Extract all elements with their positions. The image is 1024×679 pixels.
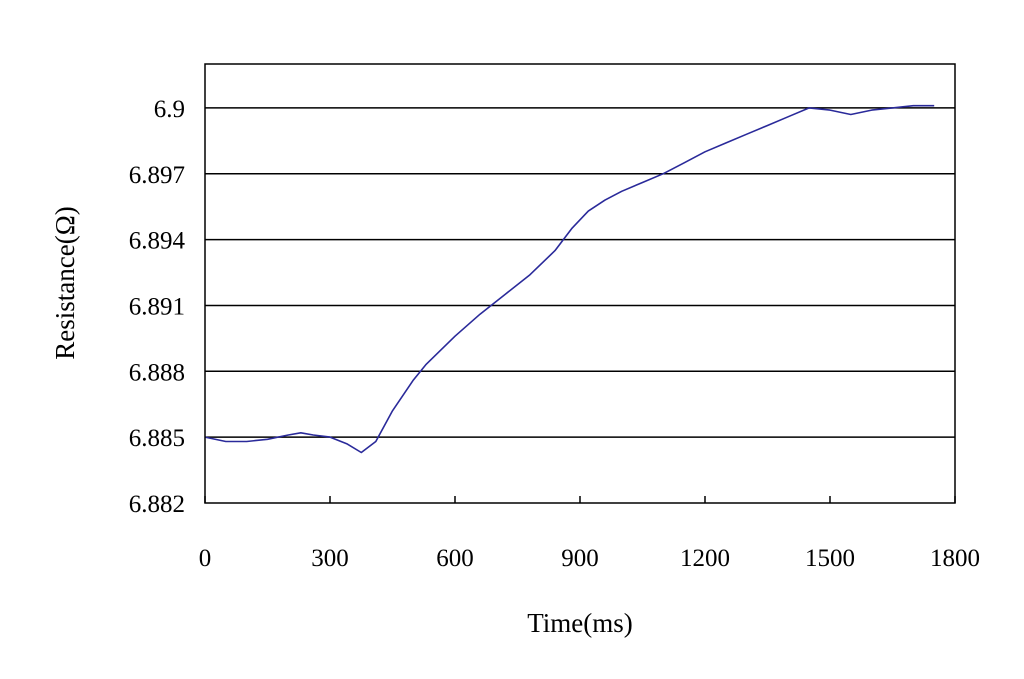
x-tick-label: 1800 [930,545,980,572]
x-tick-label: 600 [436,545,474,572]
x-axis-title: Time(ms) [527,608,633,638]
x-tick-label: 300 [311,545,349,572]
series-group [204,104,935,454]
y-tick-labels: 6.882 6.885 6.888 6.891 6.894 6.897 6.9 [129,96,186,518]
x-tick-labels: 0 300 600 900 1200 1500 1800 [199,545,980,572]
y-tick-label: 6.888 [129,359,185,386]
plot-frame [204,63,956,504]
x-tick-label: 1500 [805,545,855,572]
x-tick-label: 0 [199,545,212,572]
y-tick-label: 6.885 [129,425,185,452]
y-tick-label: 6.9 [154,96,185,123]
series-line [204,104,935,454]
y-axis-title: Resistance(Ω) [50,206,80,360]
x-tick-label: 900 [561,545,599,572]
y-tick-label: 6.894 [129,228,186,255]
y-tick-label: 6.882 [129,491,185,518]
y-tick-label: 6.897 [129,162,185,189]
y-tick-label: 6.891 [129,293,185,320]
x-tick-label: 1200 [680,545,730,572]
